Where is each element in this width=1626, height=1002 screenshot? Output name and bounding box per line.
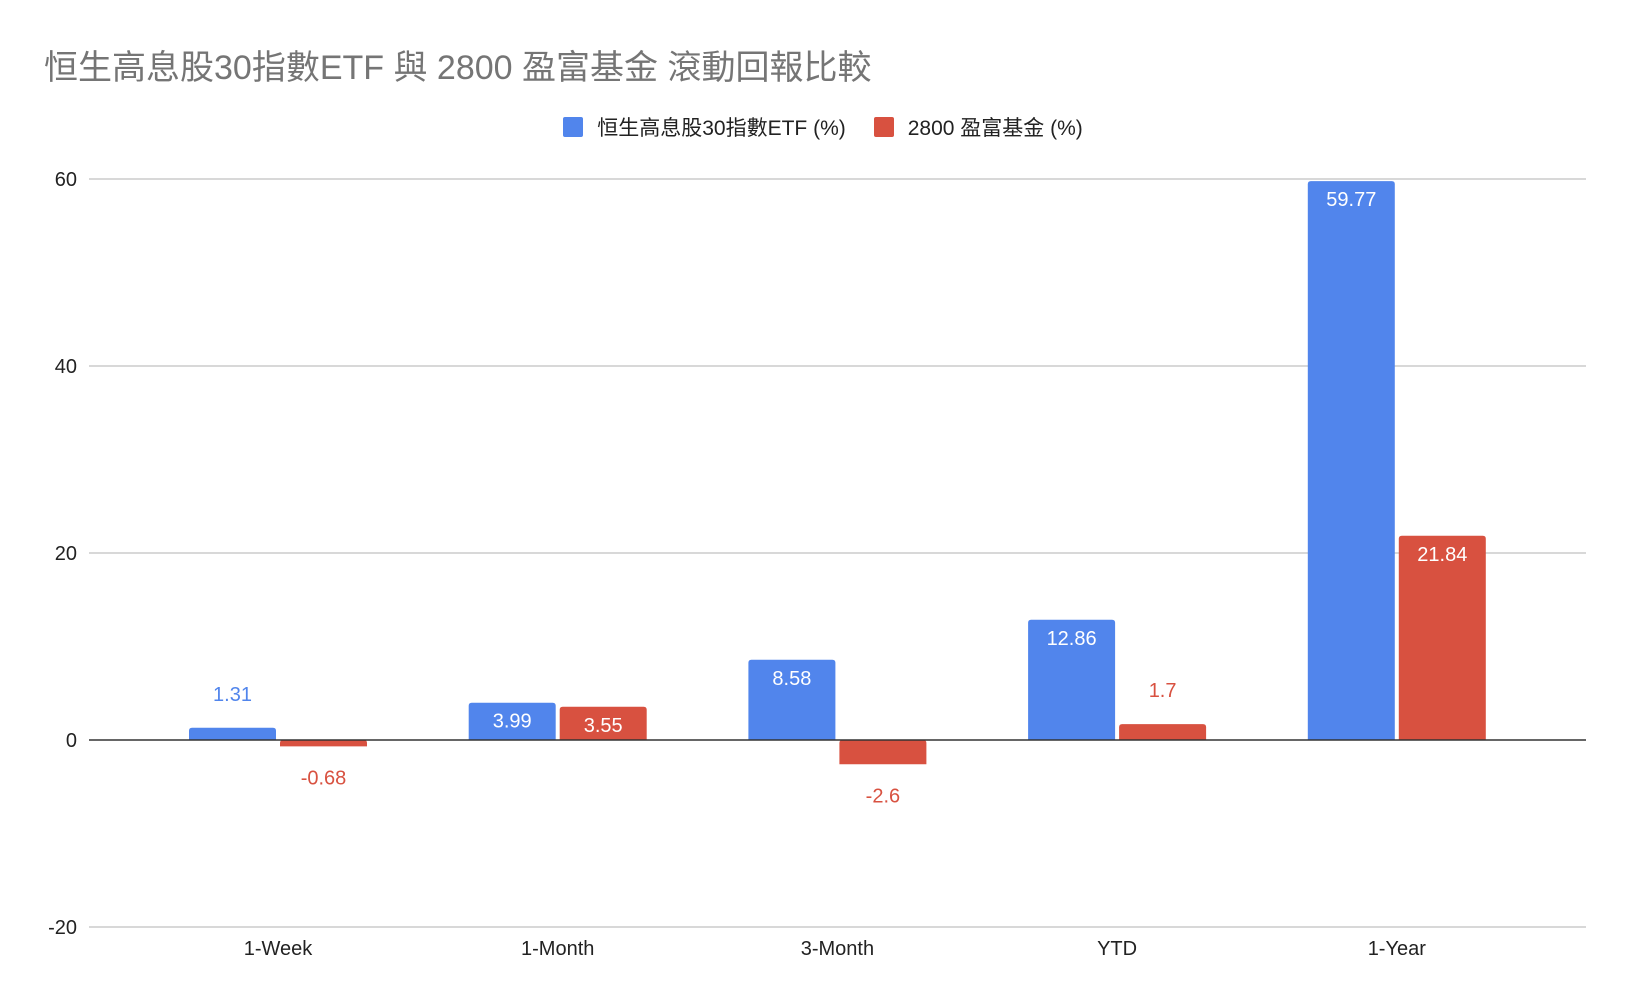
bar-etf [1028, 619, 1116, 740]
data-label: 12.86 [1047, 628, 1097, 650]
y-tick-label: 20 [55, 543, 77, 565]
legend-swatch-etf [563, 117, 584, 137]
data-label: 8.58 [772, 668, 811, 690]
data-label: -0.68 [301, 767, 347, 789]
x-tick-label: 1-Week [244, 938, 314, 960]
bar-2800 [1119, 724, 1207, 740]
legend-swatch-2800 [873, 117, 894, 137]
data-label: 1.7 [1149, 680, 1177, 702]
legend-item-etf[interactable]: 恒生高息股30指數ETF (%) [563, 112, 846, 142]
y-tick-label: -20 [48, 917, 77, 939]
data-label: 59.77 [1326, 189, 1376, 211]
data-label: 21.84 [1417, 544, 1467, 566]
legend: 恒生高息股30指數ETF (%) 2800 盈富基金 (%) [0, 112, 1626, 142]
bar-2800 [559, 706, 647, 740]
y-tick-label: 0 [66, 730, 77, 752]
y-tick-label: 60 [55, 169, 77, 191]
data-label: 1.31 [213, 684, 252, 706]
legend-label-2800: 2800 盈富基金 (%) [907, 117, 1083, 140]
data-label: -2.6 [866, 785, 900, 807]
bar-2800 [1398, 535, 1486, 740]
bar-etf [468, 702, 556, 740]
bar-etf [748, 659, 836, 740]
legend-item-2800[interactable]: 2800 盈富基金 (%) [873, 112, 1083, 142]
y-tick-label: 40 [55, 356, 77, 378]
bar-etf [189, 727, 276, 740]
bar-2800 [839, 740, 927, 765]
x-tick-label: YTD [1097, 938, 1137, 960]
legend-label-etf: 恒生高息股30指數ETF (%) [597, 117, 846, 140]
data-label: 3.99 [493, 711, 532, 733]
x-tick-label: 3-Month [801, 938, 874, 960]
bar-etf [1307, 181, 1395, 740]
data-label: 3.55 [584, 715, 623, 737]
x-tick-label: 1-Month [521, 938, 594, 960]
chart-title: 恒生高息股30指數ETF 與 2800 盈富基金 滾動回報比較 [44, 49, 872, 87]
x-tick-label: 1-Year [1368, 938, 1427, 960]
bar-2800 [280, 740, 367, 747]
